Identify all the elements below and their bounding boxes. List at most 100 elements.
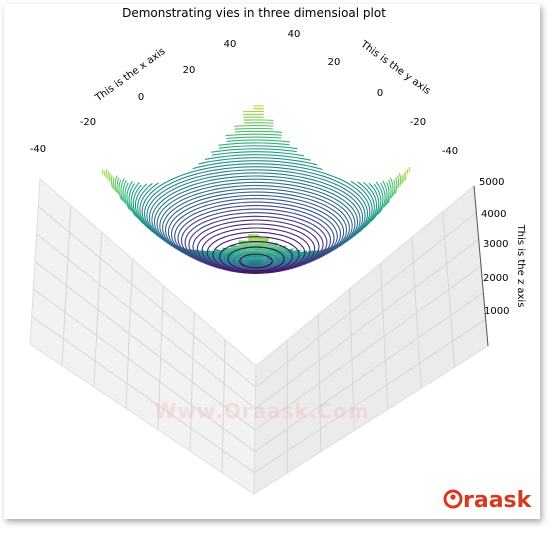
contour-line [219, 241, 293, 273]
contour-line [378, 182, 386, 214]
contour-line [120, 177, 125, 202]
contour-line [198, 157, 318, 166]
contour-line [397, 175, 400, 188]
contour-line [401, 175, 403, 184]
brand-name: raask [463, 488, 533, 513]
y-tick-label: 40 [288, 29, 301, 40]
contour-line [211, 151, 305, 157]
contour-line [385, 182, 390, 206]
contour-line [201, 227, 311, 274]
contour-line [389, 177, 394, 199]
contour-line [392, 179, 396, 197]
y-axis-label: This is the y axis [358, 38, 433, 97]
contour-line [116, 177, 120, 195]
z-tick-group: 1000 2000 3000 4000 5000 [479, 177, 509, 317]
contour-line [226, 136, 282, 140]
z-tick-label: 4000 [481, 209, 506, 220]
y-tick-label: 20 [328, 57, 341, 68]
contour-line [368, 182, 380, 223]
contour-line [134, 183, 149, 229]
grid-line [34, 261, 482, 431]
z-tick-label: 1000 [484, 306, 509, 317]
z-axis-label: This is the z axis [515, 224, 526, 308]
contour-line [192, 160, 323, 171]
contour-line [206, 231, 306, 274]
contour-line [382, 180, 388, 208]
contour-line [222, 247, 286, 251]
contour-line [222, 248, 294, 252]
contour-line [201, 249, 308, 257]
contour-line [128, 183, 137, 217]
contour-line [122, 180, 127, 204]
contour-line [403, 173, 405, 182]
grid-lines [31, 205, 486, 474]
contour-line [398, 173, 402, 186]
contour-line [230, 245, 287, 249]
x-tick-label: 0 [138, 92, 144, 103]
chart-title: Demonstrating vies in three dimensioal p… [122, 6, 386, 20]
contour-line [243, 119, 274, 121]
contour-line [357, 181, 375, 232]
grid-line [33, 288, 484, 452]
grid-line [36, 233, 479, 410]
contour-line [225, 133, 282, 137]
contour-line [126, 180, 134, 212]
axis-panes [29, 177, 489, 495]
contour-line [196, 223, 316, 274]
contour-line [207, 250, 301, 256]
brand-logo-icon [443, 489, 463, 509]
x-axis-label: This is the x axis [93, 46, 168, 105]
contour-line [214, 249, 294, 254]
x-tick-group: -40 -20 0 20 40 [30, 39, 237, 155]
z-tick-label: 2000 [483, 273, 508, 284]
z-tick-label: 5000 [479, 177, 504, 188]
x-tick-label: -20 [80, 117, 96, 128]
contour-line [112, 177, 115, 191]
contour-line [109, 173, 111, 182]
contour-line [394, 177, 398, 195]
contour-line [110, 175, 114, 189]
contour-line [218, 145, 298, 150]
watermark-text: Www.Oraask.Com [154, 399, 369, 423]
contour-line [204, 154, 311, 161]
contour-line [387, 179, 392, 204]
x-tick-label: 40 [224, 39, 237, 50]
contour-line [404, 171, 407, 180]
brand-logo: raask [443, 488, 533, 513]
contour-line [211, 148, 297, 153]
contour-line [132, 184, 144, 224]
y-tick-label: -40 [442, 146, 458, 157]
z-axis-line [473, 185, 489, 347]
contour-line [230, 246, 286, 250]
x-tick-label: -40 [30, 144, 46, 155]
contour-line [105, 168, 108, 178]
contour-line [107, 171, 109, 180]
contour-surface [102, 105, 410, 274]
contour-line [227, 246, 285, 272]
contour-line [212, 236, 300, 274]
contour-line [234, 127, 273, 130]
contour-line [233, 125, 274, 127]
y-tick-label: -20 [410, 117, 426, 128]
contour-line [239, 253, 273, 269]
contour-line [375, 181, 384, 216]
brand-logo-dot [450, 494, 456, 500]
contour-line [363, 181, 378, 228]
z-tick-label: 3000 [483, 239, 508, 250]
x-tick-label: 20 [183, 65, 196, 76]
contour-line [218, 142, 290, 146]
contour-line [234, 130, 283, 133]
y-tick-label: 0 [377, 88, 383, 99]
grid-line [31, 316, 486, 474]
grid-line [38, 206, 477, 388]
contour-line [124, 182, 130, 210]
y-tick-group: 40 20 0 -20 -40 [288, 29, 459, 157]
z-axis: 1000 2000 3000 4000 5000 [473, 177, 509, 347]
contour-line [130, 182, 140, 219]
contour-line [118, 179, 123, 201]
contour-line [114, 175, 118, 193]
contour-line [239, 243, 278, 246]
contour-line [229, 244, 278, 247]
plot-3d: 1000 2000 3000 4000 5000 -40 -20 0 20 40 40 20 0 -2… [29, 6, 533, 513]
